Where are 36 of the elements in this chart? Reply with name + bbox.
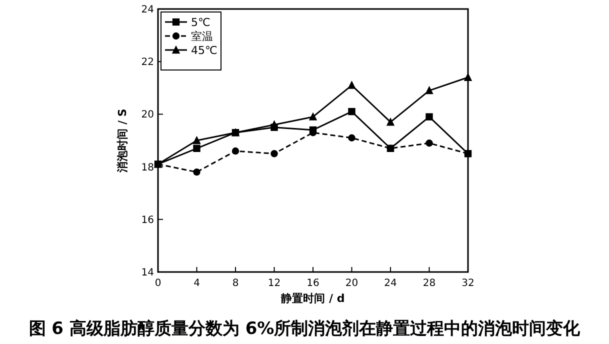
point	[426, 140, 433, 147]
x-tick-label: 32	[462, 278, 474, 289]
point	[348, 134, 356, 142]
point	[308, 112, 318, 120]
y-tick-label: 18	[141, 162, 154, 174]
point	[425, 86, 434, 94]
point	[270, 150, 278, 158]
x-tick-label: 0	[154, 278, 162, 289]
y-tick-label: 22	[141, 57, 154, 68]
point	[232, 147, 240, 155]
text: 图 6 高级脂肪醇质量分数为 6%所制消泡剂在静置过程中的消泡时间变化	[28, 319, 582, 339]
point	[464, 72, 472, 81]
x-tick-label: 8	[232, 278, 239, 289]
y-tick-label: 24	[141, 4, 154, 16]
point	[386, 117, 395, 126]
point	[193, 144, 200, 152]
x-tick-label: 12	[268, 278, 281, 289]
y-axis-title: 消泡时间 / S	[116, 108, 129, 174]
point	[192, 136, 201, 144]
legend-label: 45℃	[191, 44, 218, 57]
x-tick-label: 20	[345, 278, 358, 289]
point	[193, 168, 200, 176]
legend-label: 5℃	[191, 16, 210, 29]
point	[270, 120, 278, 128]
legend-label: 室温	[191, 30, 213, 43]
y-tick-label: 20	[141, 110, 154, 121]
x-tick-label: 4	[194, 278, 200, 289]
x-axis-title: 静置时间 / d	[280, 292, 345, 305]
x-tick-label: 16	[306, 278, 320, 289]
x-tick-label: 24	[384, 278, 397, 289]
point	[348, 80, 356, 89]
point	[348, 108, 356, 116]
y-tick-label: 14	[141, 268, 154, 278]
y-tick-label: 16	[141, 214, 154, 226]
point	[426, 113, 433, 120]
x-tick-label: 28	[422, 278, 436, 289]
